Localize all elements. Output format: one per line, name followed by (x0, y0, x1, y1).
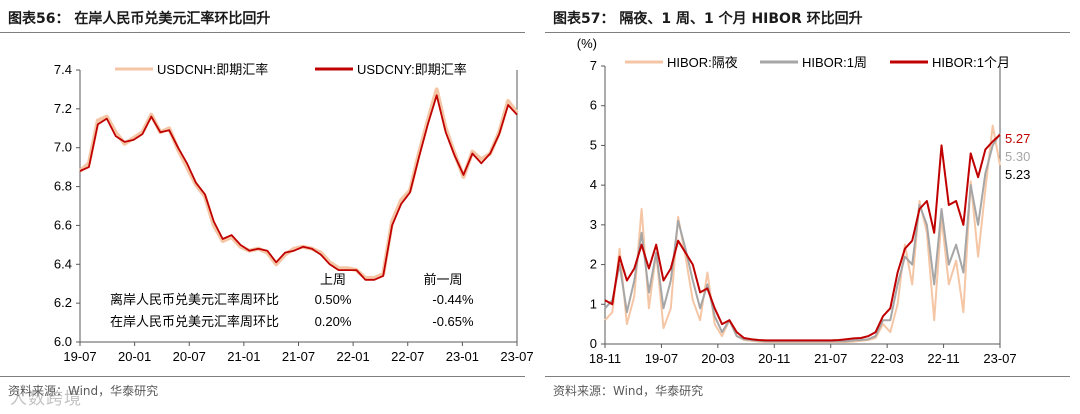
legend-label: HIBOR:1个月 (932, 55, 1010, 70)
y-tick-label: 4 (590, 177, 597, 192)
y-tick-label: 6.2 (54, 295, 72, 310)
table-value-last-week: 0.20% (315, 314, 352, 329)
series-line-3 (604, 133, 1001, 342)
x-tick-label: 19-07 (645, 351, 678, 366)
y-tick-label: 7.0 (54, 140, 72, 155)
x-tick-label: 23-01 (446, 349, 479, 364)
x-tick-label: 22-03 (871, 351, 904, 366)
table-value-prior-week: -0.65% (432, 314, 474, 329)
right-source-note: 资料来源：Wind，华泰研究 (553, 384, 704, 398)
right-chart-panel: 图表57： 隔夜、1 周、1 个月 HIBOR 环比回升 0 1 2 3 4 5 6 7 18-… (545, 0, 1080, 414)
x-tick-label: 22-01 (337, 349, 370, 364)
x-tick-label: 23-07 (983, 351, 1016, 366)
y-tick-label: 0 (590, 336, 597, 351)
hibor-chart: 0 1 2 3 4 5 6 7 18-11 19-07 20-03 20-11 21-07 22-03 22… (577, 36, 1031, 366)
x-tick-label: 20-03 (701, 351, 734, 366)
table-header-prior-week: 前一周 (423, 272, 462, 287)
legend-label: HIBOR:1周 (802, 55, 867, 70)
y-tick-label: 7.2 (54, 101, 72, 116)
table-value-last-week: 0.50% (315, 292, 352, 307)
x-tick-label: 22-07 (391, 349, 424, 364)
x-tick-label: 21-07 (282, 349, 315, 364)
x-tick-label: 18-11 (589, 351, 621, 366)
end-value-label: 5.23 (1005, 167, 1030, 182)
watermark: 人数跨境 (10, 389, 82, 409)
x-tick-label: 20-07 (173, 349, 206, 364)
y-tick-label: 6.4 (54, 256, 72, 271)
table-row-label: 在岸人民币兑美元汇率周环比 (110, 314, 279, 329)
right-source-rule (545, 376, 1070, 377)
right-title-rule (545, 32, 1070, 33)
y-tick-label: 6.6 (54, 217, 72, 232)
end-value-label: 5.27 (1005, 131, 1030, 146)
x-tick-label: 21-01 (227, 349, 260, 364)
end-value-label: 5.30 (1005, 149, 1030, 164)
fx-rate-chart: 6.0 6.2 6.4 6.6 6.8 7.0 7.2 7.4 19-07 20-01 20-07 2… (54, 62, 534, 364)
legend-label: USDCNH:即期汇率 (157, 62, 268, 77)
x-tick-label: 20-01 (118, 349, 151, 364)
table-value-prior-week: -0.44% (432, 292, 474, 307)
y-tick-label: 2 (590, 257, 597, 272)
left-source-note: 资料来源：Wind，华泰研究 (8, 384, 159, 398)
x-tick-label: 23-07 (500, 349, 533, 364)
left-chart-title: 图表56： 在岸人民币兑美元汇率环比回升 (8, 11, 271, 27)
y-tick-label: 1 (590, 296, 597, 311)
left-source-rule (0, 376, 525, 377)
series-line-2 (79, 94, 518, 281)
x-tick-label: 20-11 (758, 351, 790, 366)
y-tick-label: 6 (590, 98, 597, 113)
x-tick-label: 22-11 (927, 351, 959, 366)
x-tick-label: 21-07 (814, 351, 847, 366)
table-header-last-week: 上周 (320, 272, 346, 287)
y-tick-label: 3 (590, 217, 597, 232)
y-tick-label: 7 (590, 58, 597, 73)
y-tick-label: 6.0 (54, 334, 72, 349)
right-chart-title: 图表57： 隔夜、1 周、1 个月 HIBOR 环比回升 (553, 11, 863, 27)
y-tick-label: 6.8 (54, 179, 72, 194)
x-tick-label: 19-07 (63, 349, 96, 364)
table-row-label: 离岸人民币兑美元汇率周环比 (110, 292, 279, 307)
left-title-rule (0, 32, 525, 33)
y-tick-label: 5 (590, 137, 597, 152)
left-chart-panel: 图表56： 在岸人民币兑美元汇率环比回升 6.0 6.2 6.4 6.6 6.8 7.0 7… (0, 0, 535, 414)
legend-label: USDCNY:即期汇率 (357, 62, 467, 77)
y-axis-unit-label: (%) (577, 36, 597, 51)
y-tick-label: 7.4 (54, 62, 72, 77)
legend-label: HIBOR:隔夜 (667, 55, 738, 70)
